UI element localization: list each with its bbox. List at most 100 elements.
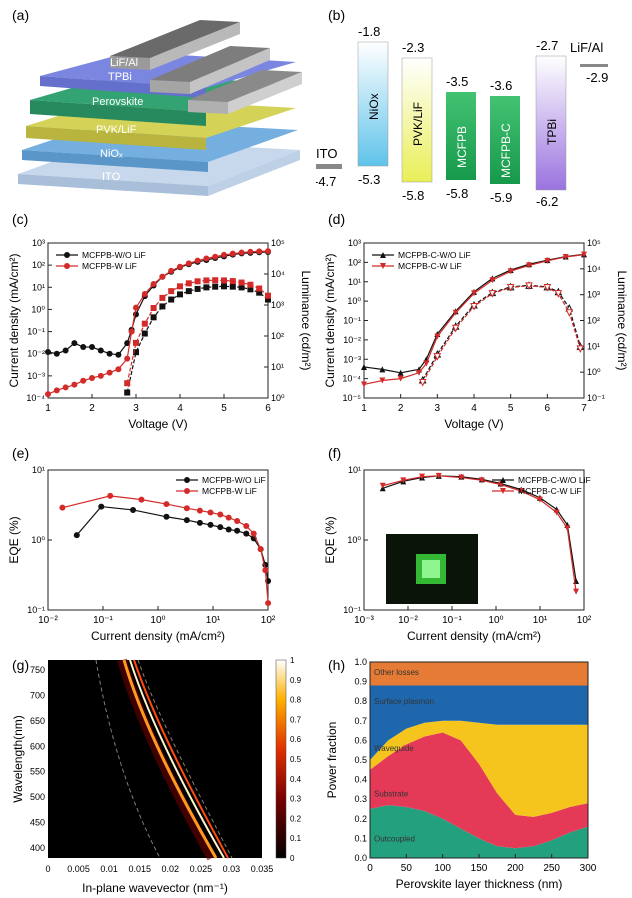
x-tick-label: 7 xyxy=(581,403,587,414)
x-tick-label: 10² xyxy=(577,615,592,626)
area-label: Surface plasmon xyxy=(374,697,434,706)
legend-label: MCFPB-W/O LiF xyxy=(82,250,146,260)
data-point xyxy=(400,477,407,484)
layer-label-tpbi: TPBi xyxy=(108,71,132,83)
area-substrate xyxy=(370,732,588,849)
data-point xyxy=(124,389,131,396)
colorbar-tick-label: 0.4 xyxy=(290,775,302,784)
panel-h-label: (h) xyxy=(328,657,345,673)
x-tick-label: 0.015 xyxy=(128,864,151,874)
series-line-mcfpb-w-lif-lum xyxy=(126,279,269,384)
x-tick-label: 150 xyxy=(471,863,488,874)
data-point xyxy=(262,567,269,574)
x-tick-label: 10⁻² xyxy=(38,615,58,626)
panel-b: (b) ITO -4.7 -1.8 -5.3 NiOx -2.3 -5.8 PV… xyxy=(316,0,632,210)
data-point xyxy=(553,509,560,516)
y-tick-label: 0.0 xyxy=(354,853,367,863)
y-tick-label: 0.1 xyxy=(354,833,367,843)
data-point xyxy=(379,377,386,384)
x-tick-label: 100 xyxy=(434,863,451,874)
heatmap-bands xyxy=(95,658,233,861)
data-point xyxy=(573,588,580,595)
x-tick-label: 5 xyxy=(508,403,514,414)
data-point xyxy=(185,260,192,267)
data-point xyxy=(159,273,166,280)
data-point xyxy=(525,282,533,290)
data-point xyxy=(265,600,272,607)
data-point xyxy=(168,267,175,274)
layer-electrodes xyxy=(110,20,302,114)
data-point xyxy=(536,496,543,503)
data-point xyxy=(380,252,386,258)
data-point xyxy=(221,277,227,284)
level-niox-top: -1.8 xyxy=(358,24,380,39)
data-point xyxy=(500,477,506,483)
data-point xyxy=(80,377,87,384)
data-point xyxy=(138,496,145,503)
panel-g: (g) 0 0.005 0.01 0.015 0.02 0.025 0.03 0.035 400… xyxy=(0,652,316,898)
data-point xyxy=(212,283,219,290)
x-tick-label: 10¹ xyxy=(206,615,221,626)
data-point xyxy=(243,522,250,529)
y-tick-label: 600 xyxy=(30,741,45,751)
y-tick-label: 10⁻² xyxy=(343,335,361,345)
level-tpbi-bar xyxy=(535,55,567,191)
data-point xyxy=(45,391,51,398)
data-point xyxy=(184,477,190,483)
data-point xyxy=(89,375,95,382)
panel-a-label: (a) xyxy=(12,7,29,23)
data-point xyxy=(217,524,224,531)
data-point xyxy=(71,381,78,388)
colorbar-tick-label: 1 xyxy=(290,656,295,665)
colorbar-tick-label: 0.8 xyxy=(290,696,302,705)
level-mcfpbc-bottom: -5.9 xyxy=(490,190,512,205)
data-point xyxy=(97,347,104,354)
data-point xyxy=(59,504,66,511)
x-tick-label: 10⁰ xyxy=(150,615,165,626)
y-tick-label: 10¹ xyxy=(32,282,45,292)
data-point xyxy=(128,328,135,335)
y-tick-label: 0.5 xyxy=(354,755,367,765)
x-axis-label: Voltage (V) xyxy=(128,417,187,431)
series-line-mcfpb-c-w-lif-lum xyxy=(422,285,581,383)
data-point xyxy=(229,278,236,285)
y-tick-label: 550 xyxy=(30,767,45,777)
legend-label: MCFPB-C-W/O LiF xyxy=(398,250,471,260)
y-tick-label: 450 xyxy=(30,818,45,828)
data-point xyxy=(124,340,131,347)
data-point xyxy=(225,526,232,533)
y-tick-label: 0.3 xyxy=(354,794,367,804)
y2-tick-label: 10¹ xyxy=(271,362,284,372)
y-axis-label: EQE (%) xyxy=(7,516,21,563)
level-ito-name: ITO xyxy=(316,146,337,161)
data-point xyxy=(471,290,477,297)
data-point xyxy=(581,251,587,258)
data-point xyxy=(247,286,254,293)
y-tick-label: 10⁰ xyxy=(31,304,45,314)
y-tick-label: 10⁻¹ xyxy=(343,605,361,615)
x-tick-label: 0.025 xyxy=(190,864,213,874)
data-point xyxy=(458,474,465,481)
level-pvk-name: PVK/LiF xyxy=(411,102,425,146)
data-point xyxy=(433,353,442,361)
data-point xyxy=(234,517,241,524)
y-tick-label: 10⁰ xyxy=(347,296,361,306)
layer-label-lifal: LiF/Al xyxy=(110,57,138,69)
data-point xyxy=(451,324,460,333)
layer-label-pvk: PVK/LiF xyxy=(96,124,137,136)
x-tick-label: 0.035 xyxy=(251,864,274,874)
colorbar-tick-label: 0 xyxy=(290,854,295,863)
data-point xyxy=(194,285,201,292)
colorbar-tick-label: 0.6 xyxy=(290,735,302,744)
y-tick-label: 10¹ xyxy=(348,465,361,475)
panel-d-label: (d) xyxy=(328,211,345,227)
x-tick-label: 3 xyxy=(133,403,139,414)
chart-eqe-mcfpbc: (f) 10⁻³ 10⁻² 10⁻¹ 10⁰ 10¹ 10² 10⁻¹ 10⁰ 10¹ Curre… xyxy=(323,445,592,643)
data-point xyxy=(62,347,69,354)
series-line-mcfpb-w-lif xyxy=(47,250,269,395)
series-line-mcfpb-c-w-o-lif-lum xyxy=(422,284,581,381)
data-point xyxy=(221,283,227,290)
y-tick-label: 0.7 xyxy=(354,716,367,726)
y-axis-label: Current density (mA/cm²) xyxy=(323,253,337,387)
